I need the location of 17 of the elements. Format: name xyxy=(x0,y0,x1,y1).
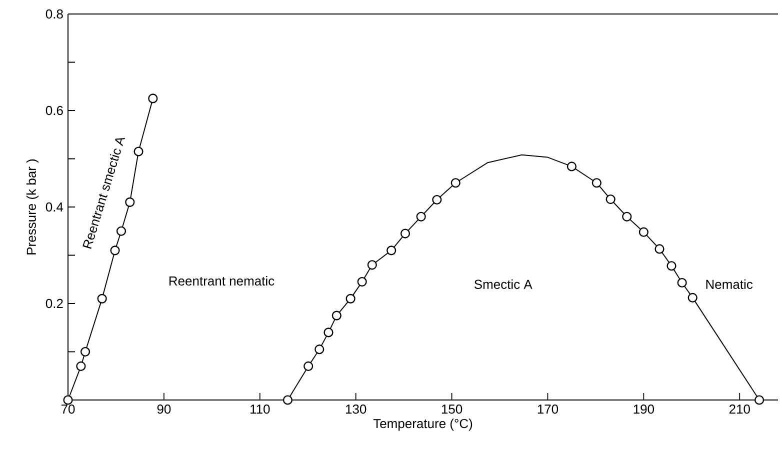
x-tick-label: 150 xyxy=(442,404,462,414)
y-tick-label: 0.4 xyxy=(46,202,64,212)
x-tick-label: 170 xyxy=(538,404,558,414)
x-axis-title: Temperature (°C) xyxy=(373,418,472,431)
y-tick-label: 0.6 xyxy=(46,106,63,116)
annotation: Reentrant nematic xyxy=(169,276,274,286)
x-tick-label: 110 xyxy=(250,404,270,414)
x-tick-label: 210 xyxy=(729,404,750,414)
y-tick-label: 0.8 xyxy=(46,9,63,19)
annotation: Smectic A xyxy=(474,279,532,289)
x-tick-label: 70 xyxy=(61,404,75,414)
x-tick-label: 90 xyxy=(157,404,171,414)
x-tick-label: 190 xyxy=(634,404,654,414)
y-tick-label: 0.2 xyxy=(46,298,63,308)
x-tick-label: 130 xyxy=(346,404,366,414)
y-axis-title: Pressure (k bar ) xyxy=(26,159,39,254)
annotation: Nematic xyxy=(706,279,753,289)
